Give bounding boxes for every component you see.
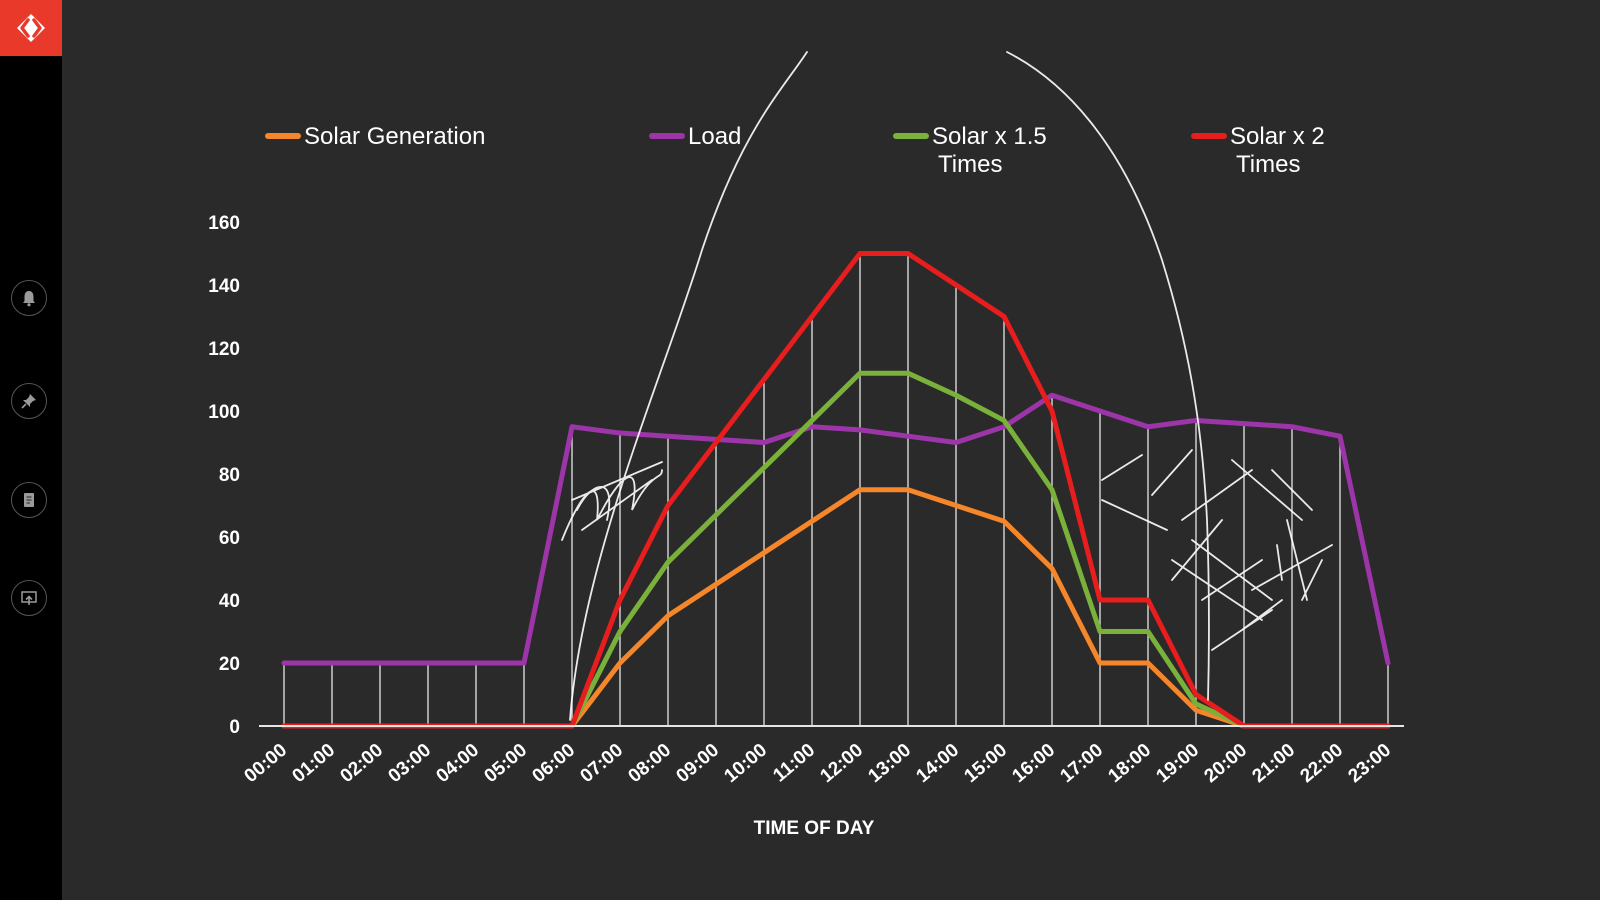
series-line-0	[281, 487, 1391, 729]
x-tick-label: 19:00	[1152, 740, 1203, 787]
legend-label: Times	[938, 151, 1002, 178]
x-tick-label: 14:00	[912, 740, 963, 787]
x-tick-label: 23:00	[1344, 740, 1395, 787]
x-tick-label: 20:00	[1200, 740, 1251, 787]
y-tick-label: 60	[219, 528, 240, 549]
x-tick-label: 01:00	[288, 740, 339, 787]
sidebar	[0, 0, 62, 900]
notebook-icon	[24, 493, 34, 507]
logo-icon	[17, 14, 45, 42]
x-tick-label: 11:00	[769, 740, 819, 787]
present-button[interactable]	[11, 580, 47, 616]
pin-button[interactable]	[11, 383, 47, 419]
x-tick-label: 09:00	[672, 740, 723, 787]
x-tick-label: 02:00	[336, 740, 387, 787]
x-tick-label: 18:00	[1104, 740, 1155, 787]
x-tick-label: 00:00	[240, 740, 291, 787]
x-tick-label: 21:00	[1248, 740, 1299, 787]
notifications-button[interactable]	[11, 280, 47, 316]
y-tick-label: 0	[229, 717, 240, 738]
legend-label: Times	[1236, 151, 1300, 178]
y-tick-label: 80	[219, 465, 240, 486]
legend-label: Solar x 2	[1230, 123, 1325, 150]
gridlines	[283, 253, 1389, 726]
y-tick-label: 140	[208, 276, 240, 297]
x-tick-label: 12:00	[816, 740, 867, 787]
y-tick-label: 100	[208, 402, 240, 423]
annotation-scribble	[1101, 449, 1333, 651]
legend-label: Solar Generation	[304, 123, 485, 150]
x-tick-label: 15:00	[960, 740, 1011, 787]
x-tick-label: 08:00	[624, 740, 675, 787]
series-line-3	[281, 251, 1391, 729]
x-tick-label: 07:00	[576, 740, 627, 787]
y-axis-ticks: 0 20 40 60 80 100 120 140 160	[208, 213, 240, 738]
notes-button[interactable]	[11, 482, 47, 518]
x-axis-label: TIME OF DAY	[754, 818, 875, 839]
y-tick-label: 160	[208, 213, 240, 234]
x-tick-label: 16:00	[1008, 740, 1059, 787]
pin-icon	[21, 394, 36, 409]
x-tick-label: 13:00	[864, 740, 915, 787]
annotation-sun-arc	[1006, 51, 1210, 701]
y-tick-label: 20	[219, 654, 240, 675]
chart: 0 20 40 60 80 100 120 140 160 00:0001:0002:0003:…	[208, 51, 1404, 839]
series-line-1	[281, 392, 1391, 666]
x-tick-label: 06:00	[528, 740, 579, 787]
x-tick-label: 04:00	[432, 740, 483, 787]
annotation-sun-arc	[569, 51, 808, 721]
screen-share-icon	[21, 591, 37, 605]
x-tick-label: 22:00	[1296, 740, 1347, 787]
y-tick-label: 40	[219, 591, 240, 612]
x-tick-label: 05:00	[480, 740, 531, 787]
y-tick-label: 120	[208, 339, 240, 360]
legend: Solar Generation Load Solar x 1.5TimesSola…	[265, 123, 1325, 178]
legend-label: Load	[688, 123, 741, 150]
x-tick-label: 10:00	[720, 740, 771, 787]
x-axis-ticks: 00:0001:0002:0003:0004:0005:0006:0007:00…	[240, 740, 1395, 787]
app-logo[interactable]	[0, 0, 62, 56]
legend-label: Solar x 1.5	[932, 123, 1047, 150]
bell-icon	[23, 291, 35, 307]
series-lines	[281, 251, 1391, 729]
handwritten-annotations	[561, 51, 1333, 721]
x-tick-label: 03:00	[384, 740, 435, 787]
annotation-scribble	[561, 461, 663, 541]
x-tick-label: 17:00	[1056, 740, 1107, 787]
